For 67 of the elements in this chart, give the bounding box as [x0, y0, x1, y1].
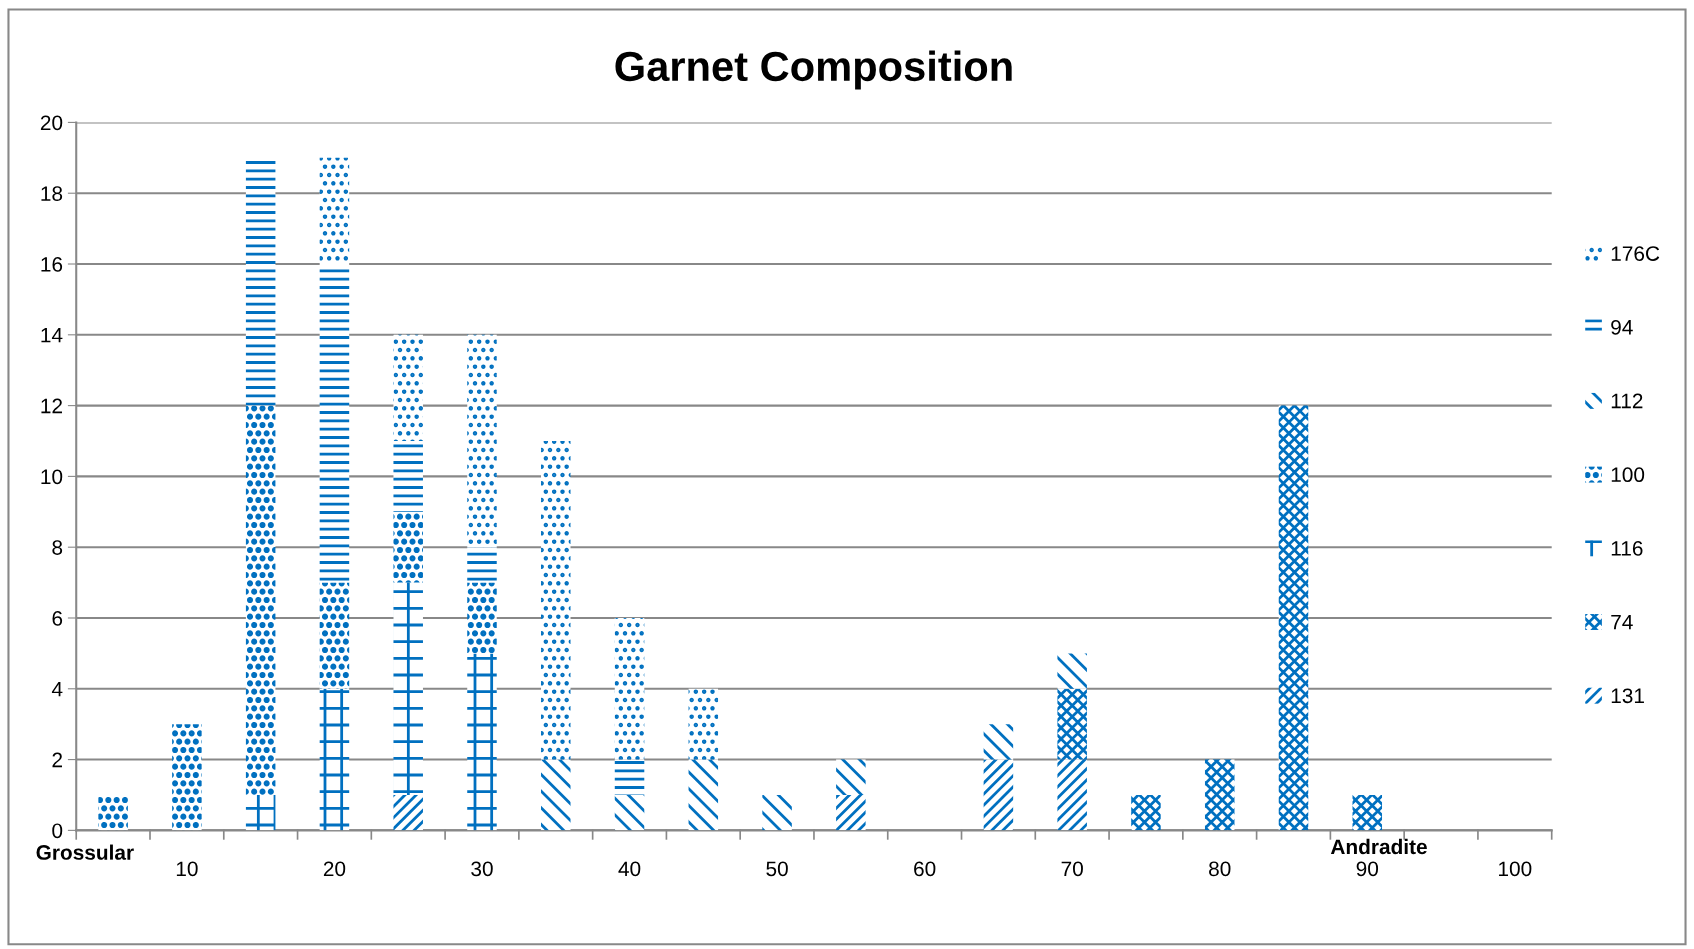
bar	[762, 794, 792, 831]
bar	[614, 794, 645, 831]
y-tick-label: 18	[41, 186, 63, 201]
text: Andradite	[1330, 838, 1427, 855]
x-tick-label: 20	[323, 861, 346, 877]
bar	[1057, 759, 1087, 831]
legend-label: 116	[1611, 540, 1643, 556]
bar	[541, 759, 571, 831]
bar	[393, 511, 423, 583]
bar	[541, 441, 571, 760]
bar	[172, 724, 202, 831]
y-tick-label: 4	[51, 682, 63, 697]
bar	[319, 157, 350, 265]
y-tick-label: 2	[52, 752, 62, 768]
y-tick-label: 6	[52, 610, 63, 626]
legend-label: 94	[1611, 319, 1633, 335]
chart-title: Garnet Composition	[615, 50, 1012, 90]
y-tick-label: 20	[40, 115, 63, 131]
y-tick-label: 0	[52, 823, 63, 839]
bar	[688, 688, 719, 760]
bar	[614, 759, 645, 795]
y-tick-label: 8	[52, 540, 63, 555]
x-tick-label: 80	[1209, 861, 1231, 877]
bar	[1204, 759, 1235, 831]
x-tick-label: 30	[471, 861, 493, 877]
x-tick-label: 60	[914, 861, 936, 877]
legend-label: 131	[1611, 688, 1644, 704]
bar	[467, 334, 497, 548]
y-tick-label: 16	[41, 257, 63, 272]
bar	[614, 617, 645, 760]
x-tick-label: 70	[1061, 861, 1083, 877]
bar	[393, 582, 423, 795]
bar	[467, 653, 497, 831]
y-tick-label: 14	[41, 328, 63, 343]
bar	[393, 441, 423, 512]
y-tick-label: 12	[41, 398, 62, 414]
legend-label: 112	[1611, 393, 1643, 409]
y-tick-label: 10	[41, 469, 63, 485]
x-tick-label: 100	[1499, 861, 1532, 877]
text: Grossular	[36, 844, 134, 860]
legend-label: 100	[1611, 467, 1645, 483]
x-tick-label: 40	[618, 861, 641, 877]
bar	[319, 688, 350, 831]
bar	[98, 794, 128, 831]
bar	[688, 759, 719, 831]
bar	[393, 794, 423, 831]
bar	[245, 794, 276, 831]
bar	[319, 582, 350, 689]
bar	[393, 334, 423, 441]
bar	[245, 405, 276, 795]
bar	[983, 759, 1014, 831]
x-tick-label: 10	[176, 861, 198, 877]
bar	[319, 264, 350, 583]
x-tick-label: 90	[1356, 861, 1379, 877]
bar	[467, 547, 497, 583]
bar	[1057, 688, 1087, 760]
bar	[1057, 653, 1087, 689]
bar	[1352, 794, 1383, 831]
legend-label: 176C	[1611, 246, 1660, 261]
bar	[836, 759, 866, 795]
bar	[1131, 794, 1161, 831]
bar	[1278, 405, 1309, 831]
legend-label: 74	[1611, 614, 1633, 630]
bar	[983, 724, 1014, 760]
bar	[467, 582, 497, 654]
bar	[836, 794, 866, 831]
x-tick-label: 50	[766, 861, 788, 877]
